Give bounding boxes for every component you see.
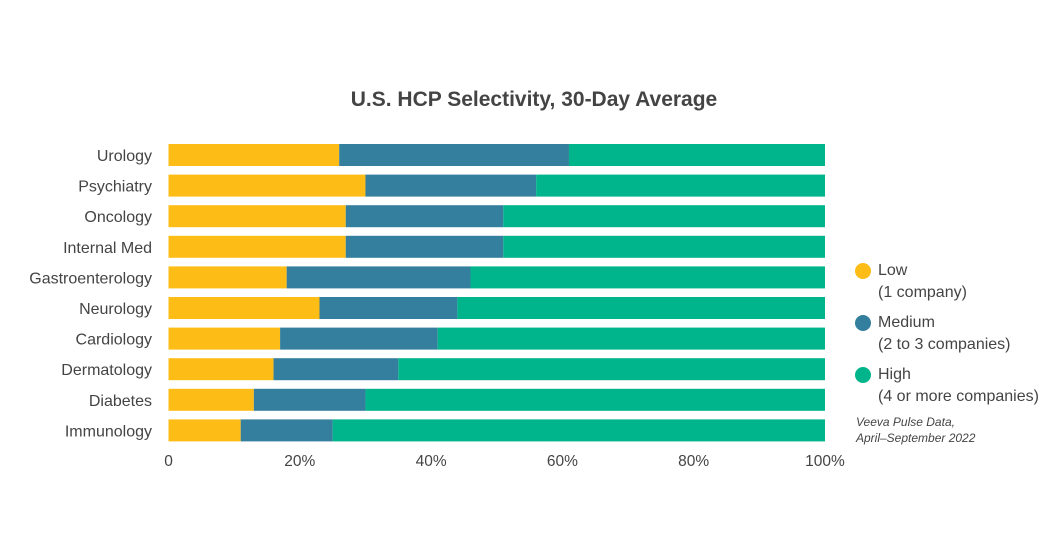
bar-high-oncology	[503, 205, 825, 228]
x-tick-label: 0	[164, 453, 173, 470]
legend-item-medium: Medium (2 to 3 companies)	[855, 312, 1060, 356]
legend-swatch-medium	[855, 315, 871, 331]
bar-low-psychiatry	[168, 174, 366, 197]
bar-medium-internal-med	[345, 235, 504, 258]
legend-item-high: High (4 or more companies)	[855, 364, 1060, 408]
bar-high-psychiatry	[536, 174, 825, 197]
bar-medium-neurology	[319, 297, 458, 319]
category-label: Gastroenterology	[29, 270, 152, 287]
category-label: Psychiatry	[78, 179, 152, 196]
legend: Low (1 company) Medium (2 to 3 companies…	[855, 260, 1060, 416]
source-note: Veeva Pulse Data, April–September 2022	[856, 414, 975, 446]
x-tick-label: 20%	[284, 453, 315, 470]
bar-high-neurology	[457, 297, 825, 319]
bar-low-cardiology	[168, 327, 281, 350]
category-label: Urology	[97, 148, 152, 165]
bar-high-diabetes	[365, 388, 825, 411]
legend-label-medium: Medium	[878, 314, 935, 331]
legend-swatch-high	[855, 367, 871, 383]
category-label: Cardiology	[76, 332, 152, 349]
category-label: Neurology	[79, 301, 152, 318]
bar-medium-cardiology	[280, 327, 438, 350]
legend-sublabel-low: (1 company)	[878, 284, 967, 301]
x-tick-label: 60%	[547, 453, 578, 470]
bar-low-diabetes	[168, 388, 254, 411]
x-tick-label: 40%	[416, 453, 447, 470]
bar-high-gastroenterology	[470, 266, 825, 289]
category-label: Diabetes	[89, 393, 152, 410]
bar-high-cardiology	[437, 327, 825, 350]
legend-swatch-low	[855, 263, 871, 279]
bar-low-internal-med	[168, 235, 346, 258]
bar-high-urology	[568, 144, 825, 166]
category-label: Internal Med	[63, 240, 152, 257]
bar-high-internal-med	[503, 235, 825, 258]
source-note-line-2: April–September 2022	[856, 431, 976, 445]
bar-medium-diabetes	[253, 388, 366, 411]
bar-low-immunology	[168, 419, 241, 442]
x-tick-label: 80%	[678, 453, 709, 470]
bar-medium-oncology	[345, 205, 504, 228]
bar-medium-psychiatry	[365, 174, 537, 197]
legend-item-low: Low (1 company)	[855, 260, 1060, 304]
category-label: Dermatology	[61, 362, 152, 379]
source-note-line-1: Veeva Pulse Data,	[856, 415, 955, 429]
bar-medium-immunology	[240, 419, 333, 442]
bar-high-dermatology	[398, 358, 825, 381]
category-label: Immunology	[65, 423, 152, 440]
x-tick-label: 100%	[805, 453, 845, 470]
bar-low-dermatology	[168, 358, 274, 381]
chart-title: U.S. HCP Selectivity, 30-Day Average	[350, 88, 718, 111]
bar-medium-urology	[339, 144, 569, 166]
category-label: Oncology	[84, 209, 152, 226]
bar-low-oncology	[168, 205, 346, 228]
legend-label-low: Low	[878, 262, 908, 279]
legend-sublabel-high: (4 or more companies)	[878, 388, 1039, 405]
bar-medium-gastroenterology	[286, 266, 471, 289]
bar-medium-dermatology	[273, 358, 399, 381]
bar-high-immunology	[332, 419, 825, 442]
bar-low-gastroenterology	[168, 266, 287, 289]
legend-label-high: High	[878, 366, 911, 383]
bar-low-urology	[168, 144, 340, 166]
bar-low-neurology	[168, 297, 320, 319]
legend-sublabel-medium: (2 to 3 companies)	[878, 336, 1011, 353]
